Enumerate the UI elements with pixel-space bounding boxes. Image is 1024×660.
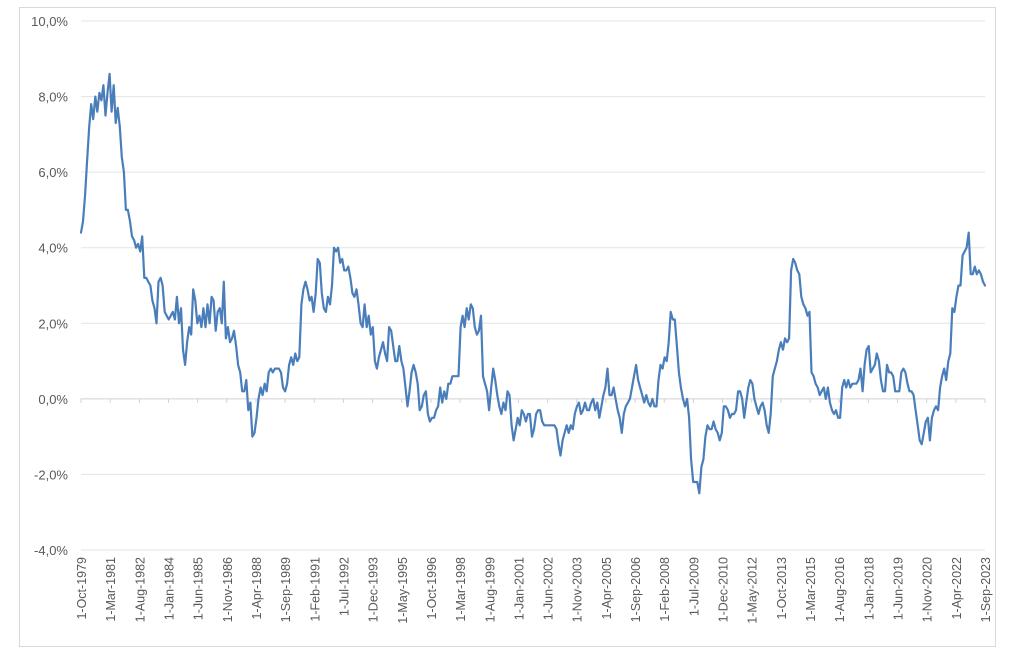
x-tick-label: 1-Mar-1981: [104, 557, 118, 622]
x-axis-labels: 1-Oct-1979 1-Mar-1981 1-Aug-1982 1-Jan-1984…: [75, 557, 993, 624]
x-tick-label: 1-May-2012: [746, 557, 760, 624]
y-axis-labels: 10,0% 8,0% 6,0% 4,0% 2,0% 0,0% -2,0% -4,0%: [31, 14, 68, 558]
y-tick-label: 6,0%: [38, 165, 68, 180]
x-tick-label: 1-Jan-2001: [512, 557, 526, 620]
x-tick-label: 1-Oct-2013: [775, 557, 789, 620]
x-tick-label: 1-Nov-2003: [571, 557, 585, 622]
x-tick-label: 1-Aug-1982: [133, 557, 147, 622]
x-tick-label: 1-Apr-1988: [250, 557, 264, 620]
y-tick-label: 4,0%: [38, 241, 68, 256]
data-line: [79, 72, 987, 495]
y-tick-label: -4,0%: [34, 543, 68, 558]
x-tick-label: 1-Aug-2016: [833, 557, 847, 622]
x-tick-label: 1-Jan-1984: [162, 557, 176, 620]
x-tick-label: 1-Mar-1998: [454, 557, 468, 622]
x-tick-label: 1-Nov-1986: [221, 557, 235, 622]
x-tick-label: 1-Sep-2023: [979, 557, 993, 622]
x-tick-label: 1-Dec-1993: [367, 557, 381, 622]
x-tick-label: 1-Jul-1992: [337, 557, 351, 616]
y-tick-label: -2,0%: [34, 467, 68, 482]
x-axis: [80, 398, 986, 403]
x-tick-label: 1-Apr-2022: [950, 557, 964, 620]
y-tick-label: 8,0%: [38, 90, 68, 105]
x-tick-label: 1-Jul-2009: [687, 557, 701, 616]
gridlines: [81, 20, 985, 551]
x-tick-label: 1-Nov-2020: [921, 557, 935, 622]
x-tick-label: 1-Aug-1999: [483, 557, 497, 622]
x-tick-label: 1-Jun-1985: [192, 557, 206, 620]
x-tick-label: 1-Mar-2015: [804, 557, 818, 622]
x-tick-label: 1-Sep-1989: [279, 557, 293, 622]
x-tick-label: 1-Oct-1996: [425, 557, 439, 620]
y-tick-label: 2,0%: [38, 316, 68, 331]
y-tick-label: 10,0%: [31, 14, 68, 29]
x-tick-label: 1-Apr-2005: [600, 557, 614, 620]
x-tick-label: 1-Jan-2018: [862, 557, 876, 620]
x-tick-label: 1-Feb-1991: [308, 557, 322, 622]
x-tick-label: 1-Dec-2010: [717, 557, 731, 622]
x-tick-label: 1-Jun-2019: [892, 557, 906, 620]
x-tick-label: 1-Oct-1979: [75, 557, 89, 620]
x-tick-label: 1-Jun-2002: [542, 557, 556, 620]
x-tick-label: 1-May-1995: [396, 557, 410, 624]
x-tick-label: 1-Feb-2008: [658, 557, 672, 622]
y-tick-label: 0,0%: [38, 392, 68, 407]
x-tick-label: 1-Sep-2006: [629, 557, 643, 622]
